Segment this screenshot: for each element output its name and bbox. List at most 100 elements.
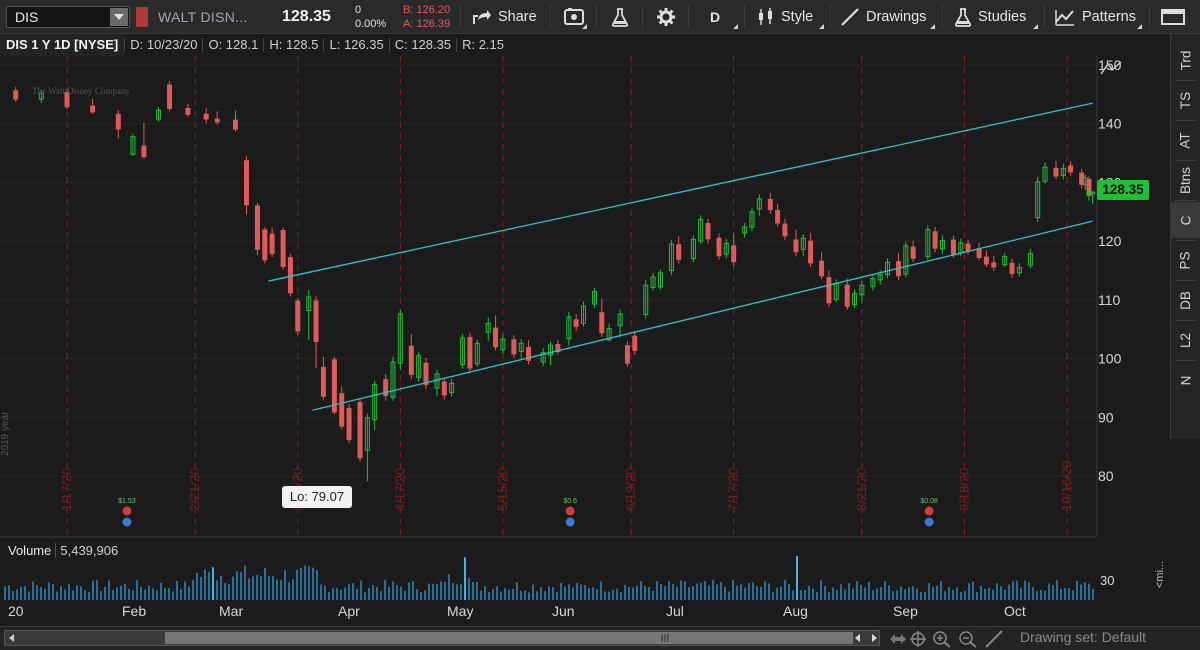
side-tab-divider	[1175, 160, 1196, 161]
side-tab-label: N	[1178, 375, 1193, 385]
volume-bar	[404, 590, 406, 600]
earnings-marker-icon[interactable]	[565, 517, 575, 527]
last-price: 128.35	[282, 8, 331, 25]
dividend-marker-icon[interactable]	[924, 506, 934, 516]
volume-bar	[476, 581, 478, 600]
candle-body	[467, 336, 473, 369]
earnings-marker-icon[interactable]	[122, 517, 132, 527]
event-date-label: 5/15/20	[495, 468, 510, 511]
volume-bar	[512, 588, 514, 600]
price-chart[interactable]: 1/17/202/21/203/20/204/17/205/15/206/19/…	[0, 56, 1170, 536]
candle-body	[423, 362, 429, 385]
period-menu-icon[interactable]	[733, 24, 738, 29]
volume-bar	[584, 585, 586, 600]
volume-bar	[616, 588, 618, 600]
side-tab-trd[interactable]: Trd	[1171, 42, 1200, 78]
volume-bar	[364, 592, 366, 600]
studies-button[interactable]: Studies	[954, 0, 1026, 34]
side-tab-btns[interactable]: Btns	[1171, 162, 1200, 198]
patterns-menu-icon[interactable]	[1137, 24, 1142, 29]
period-button[interactable]: D	[710, 0, 720, 34]
drawing-set-label[interactable]: Drawing set: Default	[1020, 629, 1147, 645]
volume-bar	[688, 587, 690, 600]
candle-body	[493, 327, 499, 348]
side-tab-ts[interactable]: TS	[1171, 82, 1200, 118]
header-low: L: 126.35	[323, 38, 388, 52]
volume-bar	[192, 580, 194, 600]
time-axis-label: Mar	[219, 603, 244, 619]
autoscale-icon[interactable]	[1099, 56, 1123, 75]
symbol-dropdown-icon[interactable]	[110, 8, 128, 26]
style-button[interactable]: Style	[757, 0, 813, 34]
share-button[interactable]: Share	[472, 0, 537, 34]
draw-line-icon[interactable]	[984, 630, 1004, 648]
flask-button[interactable]	[611, 0, 629, 34]
volume-chart[interactable]: 30 <mi...	[0, 536, 1170, 602]
volume-bar	[644, 585, 646, 600]
earnings-marker-icon[interactable]	[924, 517, 934, 527]
volume-bar	[968, 583, 970, 600]
candle-body	[416, 355, 422, 378]
volume-bar	[952, 589, 954, 600]
dividend-marker-icon[interactable]	[565, 506, 575, 516]
volume-bar	[488, 591, 490, 600]
volume-title[interactable]: Volume	[8, 542, 52, 558]
volume-bar	[792, 590, 794, 600]
time-scrollbar[interactable]	[4, 630, 880, 646]
side-tab-l2[interactable]: L2	[1171, 322, 1200, 358]
side-tab-ps[interactable]: PS	[1171, 242, 1200, 278]
drawings-button[interactable]: Drawings	[840, 0, 926, 34]
volume-bar	[824, 585, 826, 600]
candle-body	[705, 223, 711, 240]
candle-body	[800, 237, 806, 250]
volume-bar	[40, 587, 42, 600]
side-tab-label: Btns	[1177, 166, 1193, 194]
volume-bar	[800, 590, 802, 600]
candle-body	[742, 226, 748, 234]
volume-bar	[1024, 580, 1026, 600]
side-tab-c[interactable]: C	[1171, 202, 1200, 238]
volume-bar	[228, 583, 230, 600]
scroll-left-icon[interactable]	[5, 631, 19, 645]
link-color-chip[interactable]	[136, 7, 148, 27]
volume-bar	[284, 569, 286, 600]
side-tab-label: PS	[1177, 250, 1193, 270]
scroll-step-icons[interactable]	[851, 631, 881, 645]
chart-symbol[interactable]: DIS 1 Y 1D [NYSE]	[0, 34, 125, 56]
candle-body	[474, 342, 480, 365]
volume-bar	[816, 592, 818, 600]
zoom-out-icon[interactable]	[958, 630, 978, 648]
pan-icon[interactable]	[888, 630, 908, 648]
scroll-thumb[interactable]	[165, 632, 853, 644]
symbol-input[interactable]: DIS	[6, 6, 130, 28]
trend-channel-line[interactable]	[268, 102, 1093, 282]
candle-body	[526, 346, 532, 361]
restore-window-button[interactable]	[1160, 0, 1186, 34]
volume-bar	[656, 581, 658, 600]
company-name: WALT DISN...	[158, 9, 248, 25]
drawings-menu-icon[interactable]	[930, 24, 935, 29]
candle-body	[1016, 267, 1022, 274]
side-tab-n[interactable]: N	[1171, 362, 1200, 398]
dividend-marker-icon[interactable]	[122, 506, 132, 516]
crosshair-icon[interactable]	[908, 630, 928, 648]
zoom-in-icon[interactable]	[932, 630, 952, 648]
trend-channel-line[interactable]	[312, 220, 1093, 411]
volume-collapsed-label[interactable]: <mi...	[1154, 561, 1166, 588]
price-tick-label: 100	[1098, 351, 1122, 367]
side-tab-at[interactable]: AT	[1171, 122, 1200, 158]
settings-button[interactable]	[656, 0, 676, 34]
snapshot-button[interactable]	[563, 0, 585, 34]
volume-bar	[1092, 588, 1094, 600]
candle-body	[698, 218, 704, 242]
side-tab-db[interactable]: DB	[1171, 282, 1200, 318]
side-tab-label: AT	[1178, 131, 1193, 149]
volume-bar	[972, 581, 974, 600]
volume-bar	[912, 586, 914, 600]
patterns-button[interactable]: Patterns	[1054, 0, 1136, 34]
style-menu-icon[interactable]	[819, 24, 824, 29]
snapshot-menu-icon[interactable]	[582, 24, 587, 29]
volume-bar	[624, 584, 626, 600]
candle-body	[657, 272, 663, 288]
studies-menu-icon[interactable]	[1033, 24, 1038, 29]
